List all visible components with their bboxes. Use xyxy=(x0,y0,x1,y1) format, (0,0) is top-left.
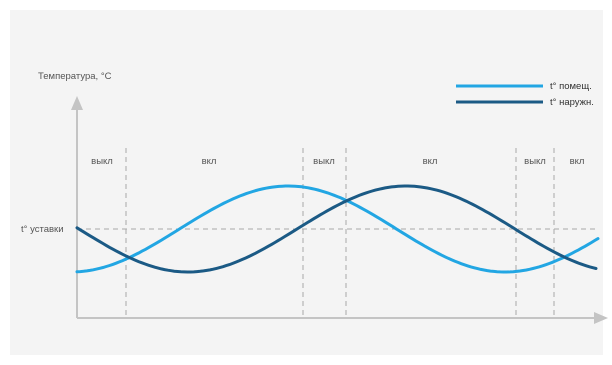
series-room xyxy=(75,184,600,274)
mode-label: вкл xyxy=(202,156,217,167)
mode-label: вкл xyxy=(423,156,438,167)
y-axis-arrow xyxy=(71,96,83,110)
series-layer xyxy=(75,184,600,274)
legend-label-room: t° помещ. xyxy=(550,81,592,92)
x-axis-arrow xyxy=(594,312,608,324)
legend: t° помещ. t° наружн. xyxy=(456,81,594,108)
legend-label-outdoor: t° наружн. xyxy=(550,97,594,108)
mode-labels: выкл вкл выкл вкл выкл вкл xyxy=(91,156,584,167)
mode-label: выкл xyxy=(313,156,335,167)
mode-label: выкл xyxy=(524,156,546,167)
setpoint-label: t° уставки xyxy=(21,224,64,235)
mode-label: выкл xyxy=(91,156,113,167)
mode-dividers xyxy=(125,148,555,318)
mode-label: вкл xyxy=(570,156,585,167)
chart-panel xyxy=(10,10,603,355)
series-outdoor xyxy=(75,184,598,274)
y-axis-label: Температура, °С xyxy=(38,71,112,82)
